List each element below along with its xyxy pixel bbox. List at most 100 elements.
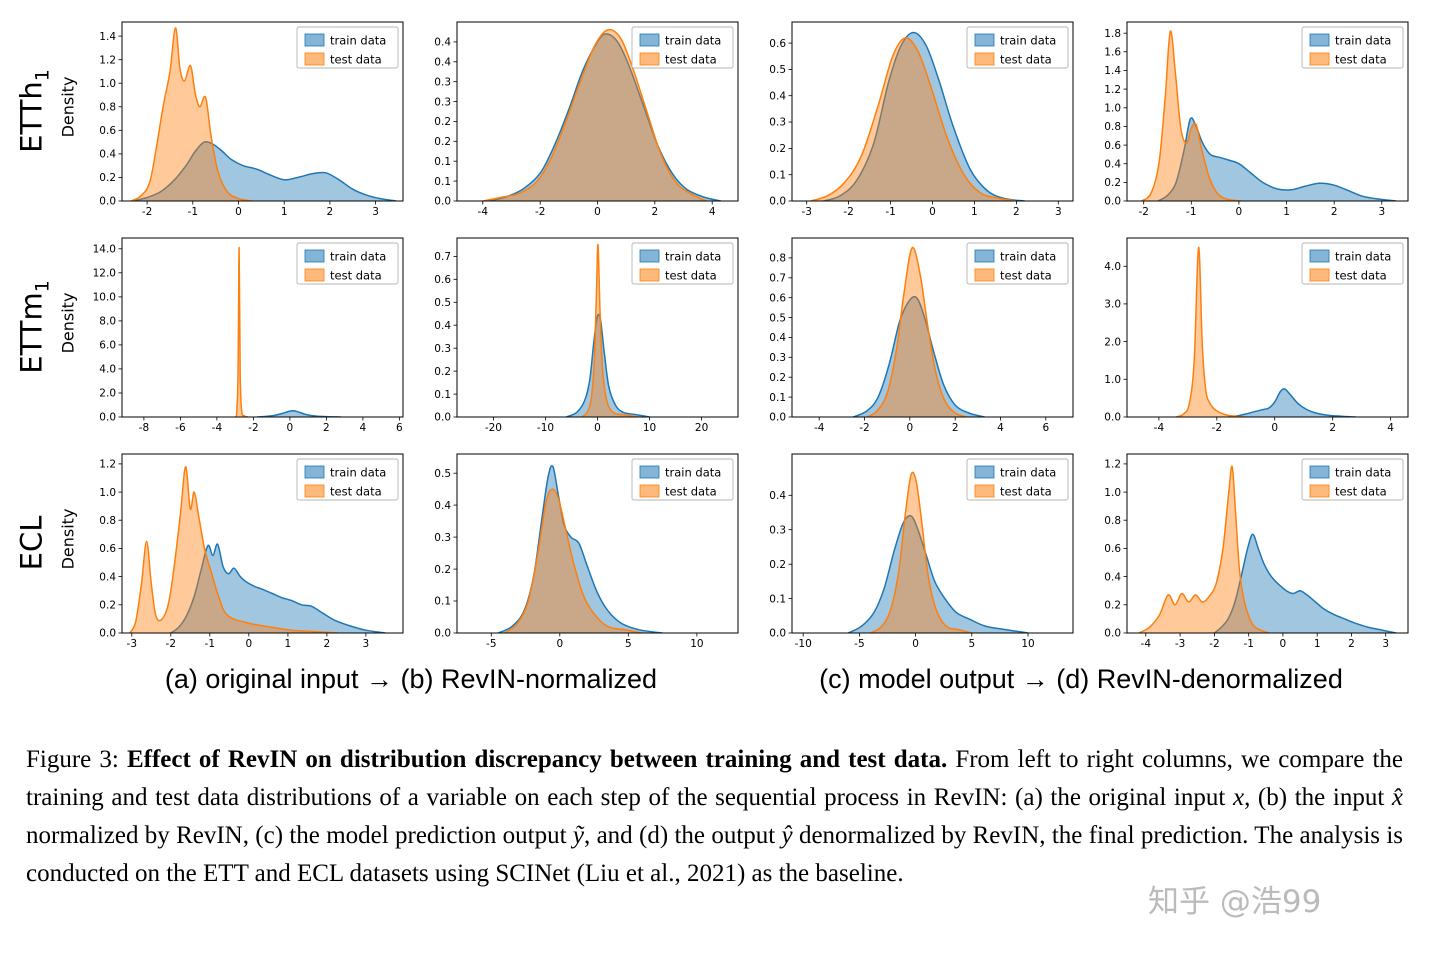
svg-text:2: 2 <box>651 206 658 218</box>
svg-text:0.2: 0.2 <box>434 136 451 148</box>
svg-text:3: 3 <box>363 638 370 650</box>
svg-text:0: 0 <box>929 206 936 218</box>
svg-text:test data: test data <box>330 53 382 67</box>
density-panel-ettm1-denormalized: -4 -2 0 2 4 0.0 1.0 2.0 3.0 4.0 train data test dat… <box>1081 228 1416 444</box>
svg-text:-10: -10 <box>795 638 812 650</box>
svg-text:test data: test data <box>330 269 382 283</box>
svg-text:-4: -4 <box>212 422 223 434</box>
svg-text:train data: train data <box>665 34 721 48</box>
svg-text:-4: -4 <box>1141 638 1152 650</box>
plot-row-ecl: ECL Density -3 -2 -1 0 1 2 3 0.0 0.2 0.4 0.6 0.8 1.0… <box>0 444 1429 660</box>
svg-text:0.1: 0.1 <box>769 593 786 605</box>
svg-text:2: 2 <box>324 638 331 650</box>
density-panel-ecl-original: -3 -2 -1 0 1 2 3 0.0 0.2 0.4 0.6 0.8 1.0 1.2 train dat… <box>76 444 411 660</box>
svg-text:0.5: 0.5 <box>434 468 451 480</box>
caption-columns-a-b: (a) original input → (b) RevIN-normalize… <box>164 664 658 694</box>
svg-text:-1: -1 <box>1243 638 1253 650</box>
svg-text:test data: test data <box>1000 53 1052 67</box>
svg-text:-1: -1 <box>205 638 215 650</box>
svg-text:4.0: 4.0 <box>99 364 116 376</box>
svg-text:0.4: 0.4 <box>769 490 786 502</box>
svg-text:0.3: 0.3 <box>769 352 786 364</box>
svg-text:train data: train data <box>665 466 721 480</box>
svg-text:-2: -2 <box>1212 422 1222 434</box>
svg-text:1.2: 1.2 <box>1104 459 1121 471</box>
svg-text:-3: -3 <box>801 206 811 218</box>
svg-text:1: 1 <box>1314 638 1321 650</box>
svg-text:3.0: 3.0 <box>1104 299 1121 311</box>
svg-text:2: 2 <box>1331 206 1338 218</box>
plot-row-etth1: ETTh1 Density -2 -1 0 1 2 3 0.0 0.2 0.4 0.6 0.8 1.0… <box>0 12 1429 228</box>
svg-text:4: 4 <box>360 422 367 434</box>
dataset-label-etth1: ETTh1 <box>15 70 54 154</box>
svg-text:0.1: 0.1 <box>434 389 451 401</box>
svg-text:-5: -5 <box>854 638 864 650</box>
svg-text:0.7: 0.7 <box>434 251 451 263</box>
density-panel-ecl-normalized: -5 0 5 10 0.0 0.1 0.2 0.3 0.4 0.5 train data test d… <box>411 444 746 660</box>
svg-text:0.3: 0.3 <box>434 343 451 355</box>
caption-segment: denormalized by RevIN, the final predict… <box>26 822 1404 887</box>
svg-text:0.4: 0.4 <box>99 571 116 583</box>
svg-text:2.0: 2.0 <box>99 388 116 400</box>
svg-text:0.1: 0.1 <box>769 169 786 181</box>
svg-text:0.3: 0.3 <box>769 524 786 536</box>
svg-text:-20: -20 <box>485 422 502 434</box>
svg-text:0: 0 <box>235 206 242 218</box>
svg-text:4.0: 4.0 <box>1104 261 1121 273</box>
svg-text:10: 10 <box>690 638 703 650</box>
svg-text:2: 2 <box>1329 422 1336 434</box>
svg-text:0.4: 0.4 <box>1104 571 1121 583</box>
svg-text:test data: test data <box>330 485 382 499</box>
svg-text:train data: train data <box>1335 34 1391 48</box>
svg-text:0.6: 0.6 <box>769 292 786 304</box>
svg-text:test data: test data <box>1000 269 1052 283</box>
density-panel-ecl-denormalized: -4 -3 -2 -1 0 1 2 3 0.0 0.2 0.4 0.6 0.8 1.0 1.2 train d… <box>1081 444 1416 660</box>
svg-text:0.5: 0.5 <box>769 312 786 324</box>
svg-text:0.3: 0.3 <box>434 96 451 108</box>
svg-text:-2: -2 <box>1138 206 1148 218</box>
svg-text:0.2: 0.2 <box>434 116 451 128</box>
svg-text:0.4: 0.4 <box>434 37 451 49</box>
svg-text:test data: test data <box>1335 485 1387 499</box>
svg-text:6.0: 6.0 <box>99 340 116 352</box>
row-label-area: ETTh1 Density <box>0 12 78 228</box>
svg-text:4: 4 <box>997 422 1004 434</box>
svg-text:-4: -4 <box>814 422 825 434</box>
svg-text:0: 0 <box>906 422 913 434</box>
row-label-area: ECL Density <box>0 444 78 660</box>
svg-text:3: 3 <box>372 206 379 218</box>
svg-text:0.4: 0.4 <box>769 90 786 102</box>
svg-text:2: 2 <box>952 422 959 434</box>
svg-text:0: 0 <box>912 638 919 650</box>
svg-text:-2: -2 <box>1209 638 1219 650</box>
svg-text:0.6: 0.6 <box>1104 140 1121 152</box>
svg-text:0: 0 <box>556 638 563 650</box>
svg-text:0.0: 0.0 <box>99 196 116 208</box>
svg-text:train data: train data <box>1000 466 1056 480</box>
svg-text:0.0: 0.0 <box>434 412 451 424</box>
svg-text:test data: test data <box>1335 53 1387 67</box>
svg-text:-2: -2 <box>859 422 869 434</box>
density-panel-ettm1-original: -8 -6 -4 -2 0 2 4 6 0.0 2.0 4.0 6.0 8.0 10.0 12.0 14.0 t… <box>76 228 411 444</box>
svg-text:0.5: 0.5 <box>434 297 451 309</box>
caption-segment: From left to right columns, we compare t… <box>26 746 1404 811</box>
svg-text:0.0: 0.0 <box>1104 196 1121 208</box>
svg-text:train data: train data <box>1000 250 1056 264</box>
svg-text:10: 10 <box>1021 638 1034 650</box>
svg-text:3: 3 <box>1378 206 1385 218</box>
density-panel-ettm1-normalized: -20 -10 0 10 20 0.0 0.1 0.2 0.3 0.4 0.5 0.6 0.7 train… <box>411 228 746 444</box>
svg-text:-8: -8 <box>139 422 149 434</box>
svg-text:0.4: 0.4 <box>99 149 116 161</box>
caption-bold-title: Effect of RevIN on distribution discrepa… <box>126 746 948 773</box>
svg-text:0.3: 0.3 <box>769 117 786 129</box>
svg-text:10.0: 10.0 <box>93 292 116 304</box>
svg-text:0: 0 <box>594 422 601 434</box>
svg-text:0.2: 0.2 <box>769 372 786 384</box>
svg-text:2: 2 <box>1013 206 1020 218</box>
svg-text:1.0: 1.0 <box>1104 487 1121 499</box>
density-panel-etth1-model-output: -3 -2 -1 0 1 2 3 0.0 0.1 0.2 0.3 0.4 0.5 0.6 train dat… <box>746 12 1081 228</box>
svg-text:0.3: 0.3 <box>434 76 451 88</box>
svg-text:0.2: 0.2 <box>1104 177 1121 189</box>
svg-text:0: 0 <box>245 638 252 650</box>
svg-text:-10: -10 <box>537 422 554 434</box>
